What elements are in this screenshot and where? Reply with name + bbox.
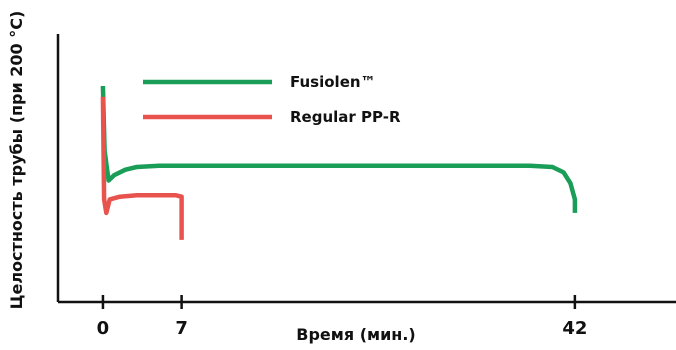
x-tick-label: 42: [562, 318, 587, 339]
series-line-1: [100, 96, 184, 240]
x-axis-label: Время (мин.): [296, 325, 415, 344]
series-line-0: [100, 85, 578, 213]
x-tick-label: 7: [175, 318, 188, 339]
series-layer: [100, 85, 578, 240]
y-axis-label: Целостность трубы (при 200 °C): [7, 11, 26, 310]
x-tick-label: 0: [97, 318, 110, 339]
legend: Fusiolen™ Regular PP-R: [143, 73, 401, 126]
legend-label-0: Fusiolen™: [290, 73, 376, 91]
axes: 0 7 42: [56, 34, 676, 339]
legend-label-1: Regular PP-R: [290, 108, 401, 126]
